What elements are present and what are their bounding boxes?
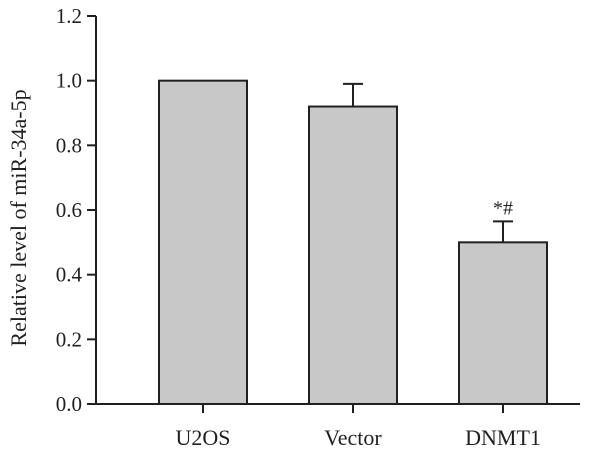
y-axis: 0.0 0.2 0.4 0.6 0.8 1.0 1.2 <box>56 4 97 416</box>
bars <box>158 79 548 406</box>
significance-label-dnmt1: *# <box>493 197 513 219</box>
category-label-dnmt1: DNMT1 <box>465 425 541 450</box>
y-tick-label-4: 0.8 <box>56 133 82 157</box>
bar-u2os <box>158 79 248 406</box>
y-tick-label-2: 0.4 <box>56 263 83 287</box>
bar-dnmt1 <box>458 241 548 405</box>
error-bars <box>343 82 513 243</box>
y-tick-label-5: 1.0 <box>56 69 82 93</box>
category-label-vector: Vector <box>324 425 382 450</box>
y-tick-label-1: 0.2 <box>56 327 82 351</box>
x-axis <box>96 403 580 413</box>
category-label-u2os: U2OS <box>175 425 230 450</box>
category-labels: U2OS Vector DNMT1 <box>175 425 540 450</box>
annotations: *# <box>493 197 513 219</box>
y-axis-title: Relative level of miR-34a-5p <box>6 89 31 346</box>
y-tick-label-6: 1.2 <box>56 4 82 28</box>
y-tick-label-0: 0.0 <box>56 392 82 416</box>
y-tick-label-3: 0.6 <box>56 198 82 222</box>
bar-vector <box>308 105 398 406</box>
